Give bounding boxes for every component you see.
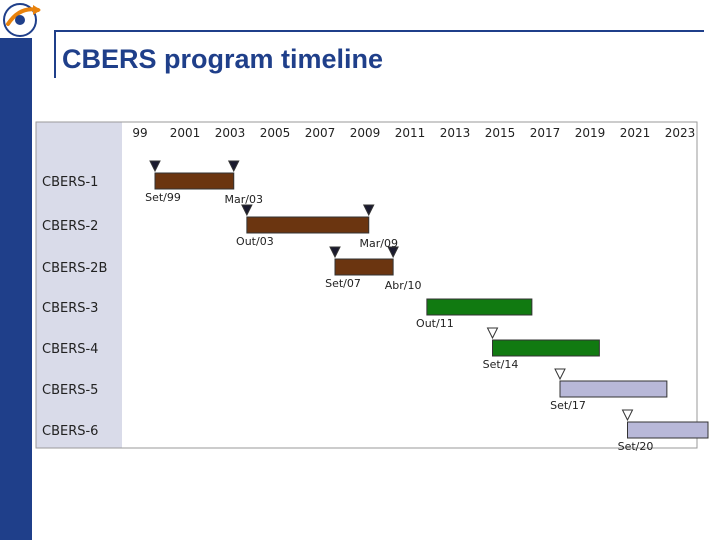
- timeline-bar: [426, 298, 533, 316]
- end-marker: [362, 204, 375, 217]
- timeline-bar: [492, 339, 600, 357]
- start-date-label: Set/99: [145, 191, 181, 204]
- slide-side-bar: [0, 38, 32, 540]
- start-date-label: Out/11: [416, 317, 454, 330]
- category-label: CBERS-1: [42, 175, 98, 190]
- start-date-label: Set/20: [618, 440, 654, 453]
- x-tick-label: 2011: [395, 126, 426, 140]
- x-tick-label: 2003: [215, 126, 246, 140]
- category-label: CBERS-4: [42, 342, 98, 357]
- x-tick-label: 2009: [350, 126, 381, 140]
- start-marker: [486, 327, 499, 340]
- start-marker: [554, 368, 566, 381]
- start-date-label: Set/14: [483, 358, 519, 371]
- start-date-label: Set/17: [550, 399, 586, 412]
- start-date-label: Set/07: [325, 277, 361, 290]
- x-tick-label: 2017: [530, 126, 561, 140]
- category-label: CBERS-3: [42, 301, 98, 316]
- x-tick-label: 2015: [485, 126, 516, 140]
- timeline-bar: [627, 421, 709, 439]
- start-marker: [241, 204, 253, 217]
- category-label: CBERS-2: [42, 219, 98, 234]
- start-marker: [621, 409, 634, 422]
- x-tick-label: 2007: [305, 126, 336, 140]
- x-tick-label: 2001: [170, 126, 201, 140]
- chart-frame: [35, 121, 698, 449]
- end-marker: [227, 160, 240, 173]
- category-label: CBERS-6: [42, 424, 98, 439]
- category-label: CBERS-5: [42, 383, 98, 398]
- timeline-bar: [559, 380, 668, 398]
- start-marker: [329, 246, 341, 259]
- title-frame: [54, 30, 704, 78]
- inpe-logo-icon: [3, 3, 41, 37]
- timeline-bar: [154, 172, 235, 190]
- timeline-bar: [246, 216, 370, 234]
- x-tick-label: 2023: [665, 126, 696, 140]
- end-marker: [387, 246, 399, 259]
- x-tick-label: 2019: [575, 126, 606, 140]
- end-date-label: Mar/03: [225, 193, 263, 206]
- x-tick-label: 2021: [620, 126, 651, 140]
- x-tick-label: 2005: [260, 126, 291, 140]
- timeline-bar: [334, 258, 394, 276]
- start-date-label: Out/03: [236, 235, 274, 248]
- end-date-label: Abr/10: [385, 279, 422, 292]
- start-marker: [149, 160, 161, 173]
- x-tick-label: 2013: [440, 126, 471, 140]
- x-tick-label: 99: [132, 126, 147, 140]
- category-label: CBERS-2B: [42, 261, 107, 276]
- label-column-shading: [36, 122, 122, 448]
- page-title: CBERS program timeline: [62, 44, 384, 74]
